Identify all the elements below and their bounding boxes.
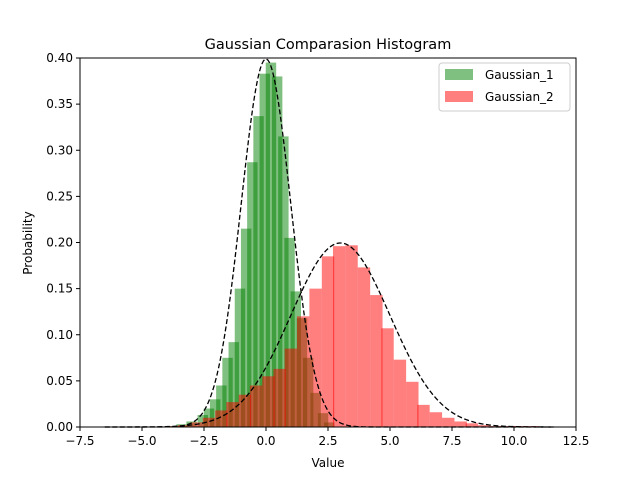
bar-gaussian-1 — [278, 136, 289, 427]
bar-gaussian-1 — [222, 357, 233, 427]
x-tick-label: 12.5 — [563, 434, 590, 448]
y-axis-label: Probability — [21, 211, 35, 274]
bar-gaussian-2 — [309, 288, 322, 428]
bar-gaussian-2 — [226, 402, 239, 427]
fit-curves — [104, 58, 554, 428]
bar-gaussian-2 — [357, 267, 371, 427]
legend-swatch-gaussian-1 — [445, 69, 473, 80]
y-tick-label: 0.20 — [46, 236, 73, 250]
legend-label-gaussian-1: Gaussian_1 — [485, 68, 554, 82]
bar-gaussian-2 — [321, 256, 335, 427]
bar-gaussian-2 — [429, 412, 443, 427]
bar-gaussian-2 — [393, 359, 407, 427]
x-tick-label: −2.5 — [189, 434, 218, 448]
fit-curve-gaussian-1 — [104, 58, 554, 428]
chart-title: Gaussian Comparasion Histogram — [205, 37, 452, 53]
series-gaussian-2-bars — [168, 245, 539, 428]
bar-gaussian-1 — [247, 162, 258, 428]
bar-gaussian-1 — [228, 342, 239, 427]
y-tick-label: 0.25 — [46, 189, 73, 203]
y-tick-label: 0.35 — [46, 97, 73, 111]
bar-gaussian-1 — [259, 73, 270, 428]
bar-gaussian-1 — [265, 62, 277, 428]
bar-gaussian-1 — [253, 116, 264, 428]
bar-gaussian-1 — [271, 76, 283, 427]
bar-gaussian-1 — [234, 288, 246, 428]
x-tick-label: 10.0 — [501, 434, 528, 448]
y-tick-label: 0.30 — [46, 143, 73, 157]
bar-gaussian-2 — [442, 417, 455, 427]
legend: Gaussian_1 Gaussian_2 — [438, 62, 571, 112]
y-axis-ticks: 0.00 0.05 0.10 0.15 0.20 0.25 0.30 0.35 0.40 — [46, 51, 80, 434]
bar-gaussian-2 — [332, 246, 346, 427]
x-axis-ticks: −7.5 −5.0 −2.5 0.0 2.5 5.0 7.5 10.0 12.5 — [65, 427, 589, 448]
bar-gaussian-2 — [454, 421, 467, 427]
y-tick-label: 0.05 — [46, 374, 73, 388]
legend-swatch-gaussian-2 — [445, 91, 473, 102]
bar-gaussian-2 — [478, 425, 491, 427]
bar-gaussian-1 — [284, 237, 295, 427]
x-axis-label: Value — [312, 456, 345, 470]
bar-gaussian-2 — [284, 348, 297, 427]
bar-gaussian-2 — [465, 423, 479, 427]
bar-gaussian-2 — [238, 394, 252, 427]
bar-gaussian-2 — [249, 385, 263, 427]
bar-gaussian-2 — [370, 295, 383, 427]
legend-label-gaussian-2: Gaussian_2 — [485, 90, 554, 104]
x-tick-label: 2.5 — [318, 434, 337, 448]
bar-gaussian-2 — [262, 376, 275, 427]
bar-gaussian-1 — [216, 385, 227, 427]
fit-curve-gaussian-2 — [104, 242, 554, 428]
bar-gaussian-2 — [202, 417, 216, 427]
bar-gaussian-2 — [297, 316, 310, 427]
plot-area — [104, 58, 554, 428]
bar-gaussian-2 — [417, 404, 430, 427]
bar-gaussian-2 — [406, 381, 419, 427]
x-tick-label: 5.0 — [380, 434, 399, 448]
bar-gaussian-1 — [240, 228, 252, 427]
y-tick-label: 0.10 — [46, 328, 73, 342]
y-tick-label: 0.00 — [46, 420, 73, 434]
x-tick-label: 7.5 — [442, 434, 461, 448]
x-tick-label: −7.5 — [65, 434, 94, 448]
bar-gaussian-2 — [273, 368, 286, 427]
bar-gaussian-2 — [381, 328, 394, 427]
x-tick-label: −5.0 — [127, 434, 156, 448]
x-tick-label: 0.0 — [256, 434, 275, 448]
y-tick-label: 0.15 — [46, 282, 73, 296]
bar-gaussian-2 — [345, 245, 358, 427]
y-tick-label: 0.40 — [46, 51, 73, 65]
